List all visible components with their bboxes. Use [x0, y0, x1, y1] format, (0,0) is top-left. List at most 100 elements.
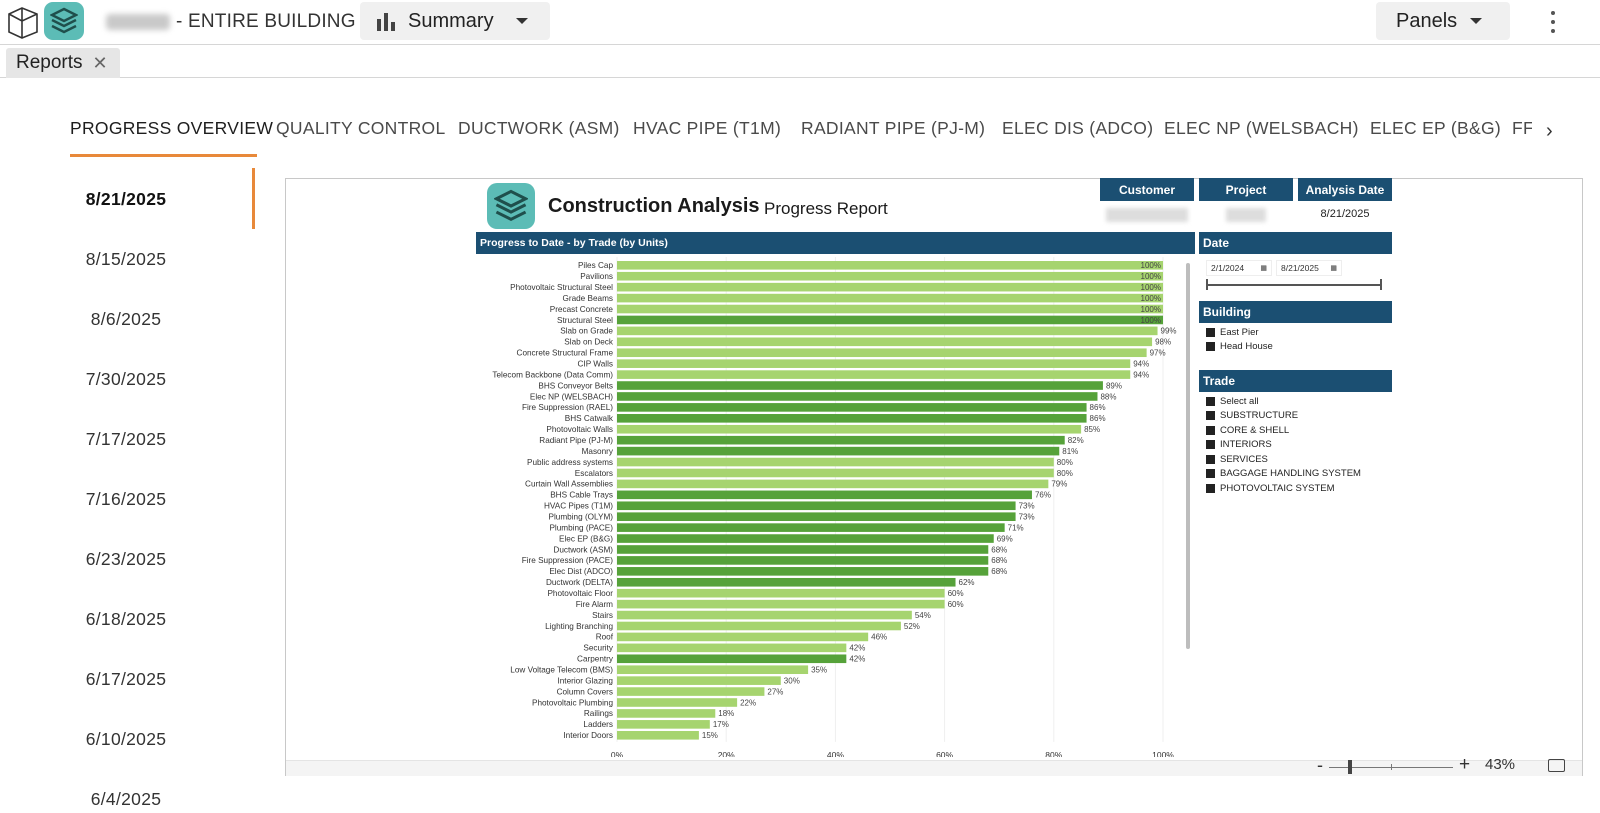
slider-end-handle[interactable]: [1380, 279, 1382, 290]
building-option[interactable]: Head House: [1206, 341, 1273, 352]
bar[interactable]: [617, 610, 912, 620]
tab-ductwork-asm[interactable]: DUCTWORK (ASM): [458, 118, 620, 138]
trade-option[interactable]: SUBSTRUCTURE: [1206, 410, 1298, 421]
bar[interactable]: [617, 359, 1131, 368]
checkbox-icon[interactable]: [1206, 440, 1215, 449]
bar[interactable]: [617, 293, 1163, 303]
bar[interactable]: [617, 588, 945, 598]
bar[interactable]: [617, 414, 1087, 423]
building-option[interactable]: East Pier: [1206, 327, 1259, 338]
bar[interactable]: [617, 567, 989, 576]
bar[interactable]: [617, 282, 1163, 292]
bar[interactable]: [617, 326, 1158, 336]
bar[interactable]: [617, 457, 1054, 467]
zoom-slider-thumb[interactable]: [1348, 760, 1352, 774]
calendar-icon[interactable]: ▦: [1330, 265, 1337, 272]
chart-scrollbar[interactable]: [1186, 263, 1190, 649]
bar[interactable]: [617, 698, 738, 707]
bar[interactable]: [617, 654, 847, 664]
trade-option[interactable]: INTERIORS: [1206, 439, 1272, 450]
calendar-icon[interactable]: ▦: [1260, 265, 1267, 272]
tab-elec-np[interactable]: ELEC NP (WELSBACH): [1164, 118, 1359, 138]
bar[interactable]: [617, 730, 699, 740]
date-item[interactable]: 8/15/2025: [85, 249, 167, 269]
checkbox-icon[interactable]: [1206, 411, 1215, 420]
panels-dropdown[interactable]: Panels: [1376, 2, 1510, 40]
bar[interactable]: [617, 381, 1103, 390]
trade-option[interactable]: SERVICES: [1206, 454, 1268, 465]
bar[interactable]: [617, 643, 847, 653]
bar[interactable]: [617, 665, 809, 675]
app-logo-icon[interactable]: [6, 5, 40, 39]
date-item[interactable]: 6/17/2025: [85, 669, 167, 689]
bar[interactable]: [617, 709, 716, 718]
close-icon[interactable]: ✕: [92, 52, 108, 73]
bar[interactable]: [617, 392, 1098, 401]
bar[interactable]: [617, 687, 765, 696]
date-to-input[interactable]: 8/21/2025 ▦: [1276, 260, 1342, 276]
bar[interactable]: [617, 490, 1032, 500]
bar[interactable]: [617, 545, 989, 554]
tab-radiant-pipe[interactable]: RADIANT PIPE (PJ-M): [801, 118, 986, 138]
date-item[interactable]: 6/4/2025: [90, 789, 162, 809]
checkbox-icon[interactable]: [1206, 484, 1215, 493]
fit-to-screen-icon[interactable]: [1548, 759, 1565, 772]
more-options-icon[interactable]: [1545, 8, 1561, 36]
date-item[interactable]: 6/10/2025: [85, 729, 167, 749]
checkbox-icon[interactable]: [1206, 397, 1215, 406]
bar[interactable]: [617, 435, 1065, 445]
bar[interactable]: [617, 621, 901, 631]
date-range-slider[interactable]: [1206, 284, 1382, 286]
date-item[interactable]: 8/21/2025: [85, 189, 167, 209]
tab-hvac-pipe[interactable]: HVAC PIPE (T1M): [633, 118, 782, 138]
trade-option[interactable]: BAGGAGE HANDLING SYSTEM: [1206, 468, 1361, 479]
bar[interactable]: [617, 348, 1147, 358]
checkbox-icon[interactable]: [1206, 426, 1215, 435]
bar[interactable]: [617, 720, 710, 729]
bar[interactable]: [617, 556, 989, 565]
bar[interactable]: [617, 468, 1054, 478]
bar[interactable]: [617, 315, 1163, 325]
date-item[interactable]: 6/18/2025: [85, 609, 167, 629]
bar[interactable]: [617, 304, 1163, 314]
bar[interactable]: [617, 424, 1082, 434]
bar[interactable]: [617, 512, 1016, 521]
bar[interactable]: [617, 632, 869, 642]
slider-start-handle[interactable]: [1206, 279, 1208, 290]
summary-dropdown[interactable]: Summary: [360, 2, 550, 40]
bar[interactable]: [617, 534, 994, 543]
reports-tab[interactable]: Reports ✕: [6, 48, 120, 78]
date-item[interactable]: 7/30/2025: [85, 369, 167, 389]
bar[interactable]: [617, 271, 1163, 281]
model-icon[interactable]: [44, 2, 84, 40]
checkbox-icon[interactable]: [1206, 469, 1215, 478]
tab-elec-dis[interactable]: ELEC DIS (ADCO): [1002, 118, 1154, 138]
checkbox-icon[interactable]: [1206, 455, 1215, 464]
bar[interactable]: [617, 599, 945, 609]
date-item[interactable]: 7/17/2025: [85, 429, 167, 449]
trade-option[interactable]: Select all: [1206, 396, 1259, 407]
tab-truncated[interactable]: FF: [1512, 118, 1532, 138]
chevron-right-icon[interactable]: ›: [1546, 120, 1553, 142]
bar[interactable]: [617, 676, 781, 685]
checkbox-icon[interactable]: [1206, 342, 1215, 351]
bar[interactable]: [617, 370, 1131, 379]
bar[interactable]: [617, 261, 1163, 270]
date-from-input[interactable]: 2/1/2024 ▦: [1206, 260, 1272, 276]
date-item[interactable]: 8/6/2025: [90, 309, 162, 329]
bar[interactable]: [617, 337, 1153, 347]
date-item[interactable]: 6/23/2025: [85, 549, 167, 569]
bar[interactable]: [617, 403, 1087, 412]
trade-option[interactable]: PHOTOVOLTAIC SYSTEM: [1206, 483, 1335, 494]
zoom-out-button[interactable]: -: [1317, 755, 1323, 775]
zoom-in-button[interactable]: +: [1459, 754, 1471, 775]
bar[interactable]: [617, 523, 1005, 532]
tab-progress-overview[interactable]: PROGRESS OVERVIEW: [70, 118, 274, 138]
date-item[interactable]: 7/16/2025: [85, 489, 167, 509]
tab-elec-ep[interactable]: ELEC EP (B&G): [1370, 118, 1501, 138]
checkbox-icon[interactable]: [1206, 328, 1215, 337]
bar[interactable]: [617, 479, 1049, 489]
bar[interactable]: [617, 577, 956, 587]
bar[interactable]: [617, 446, 1060, 456]
bar[interactable]: [617, 501, 1016, 511]
